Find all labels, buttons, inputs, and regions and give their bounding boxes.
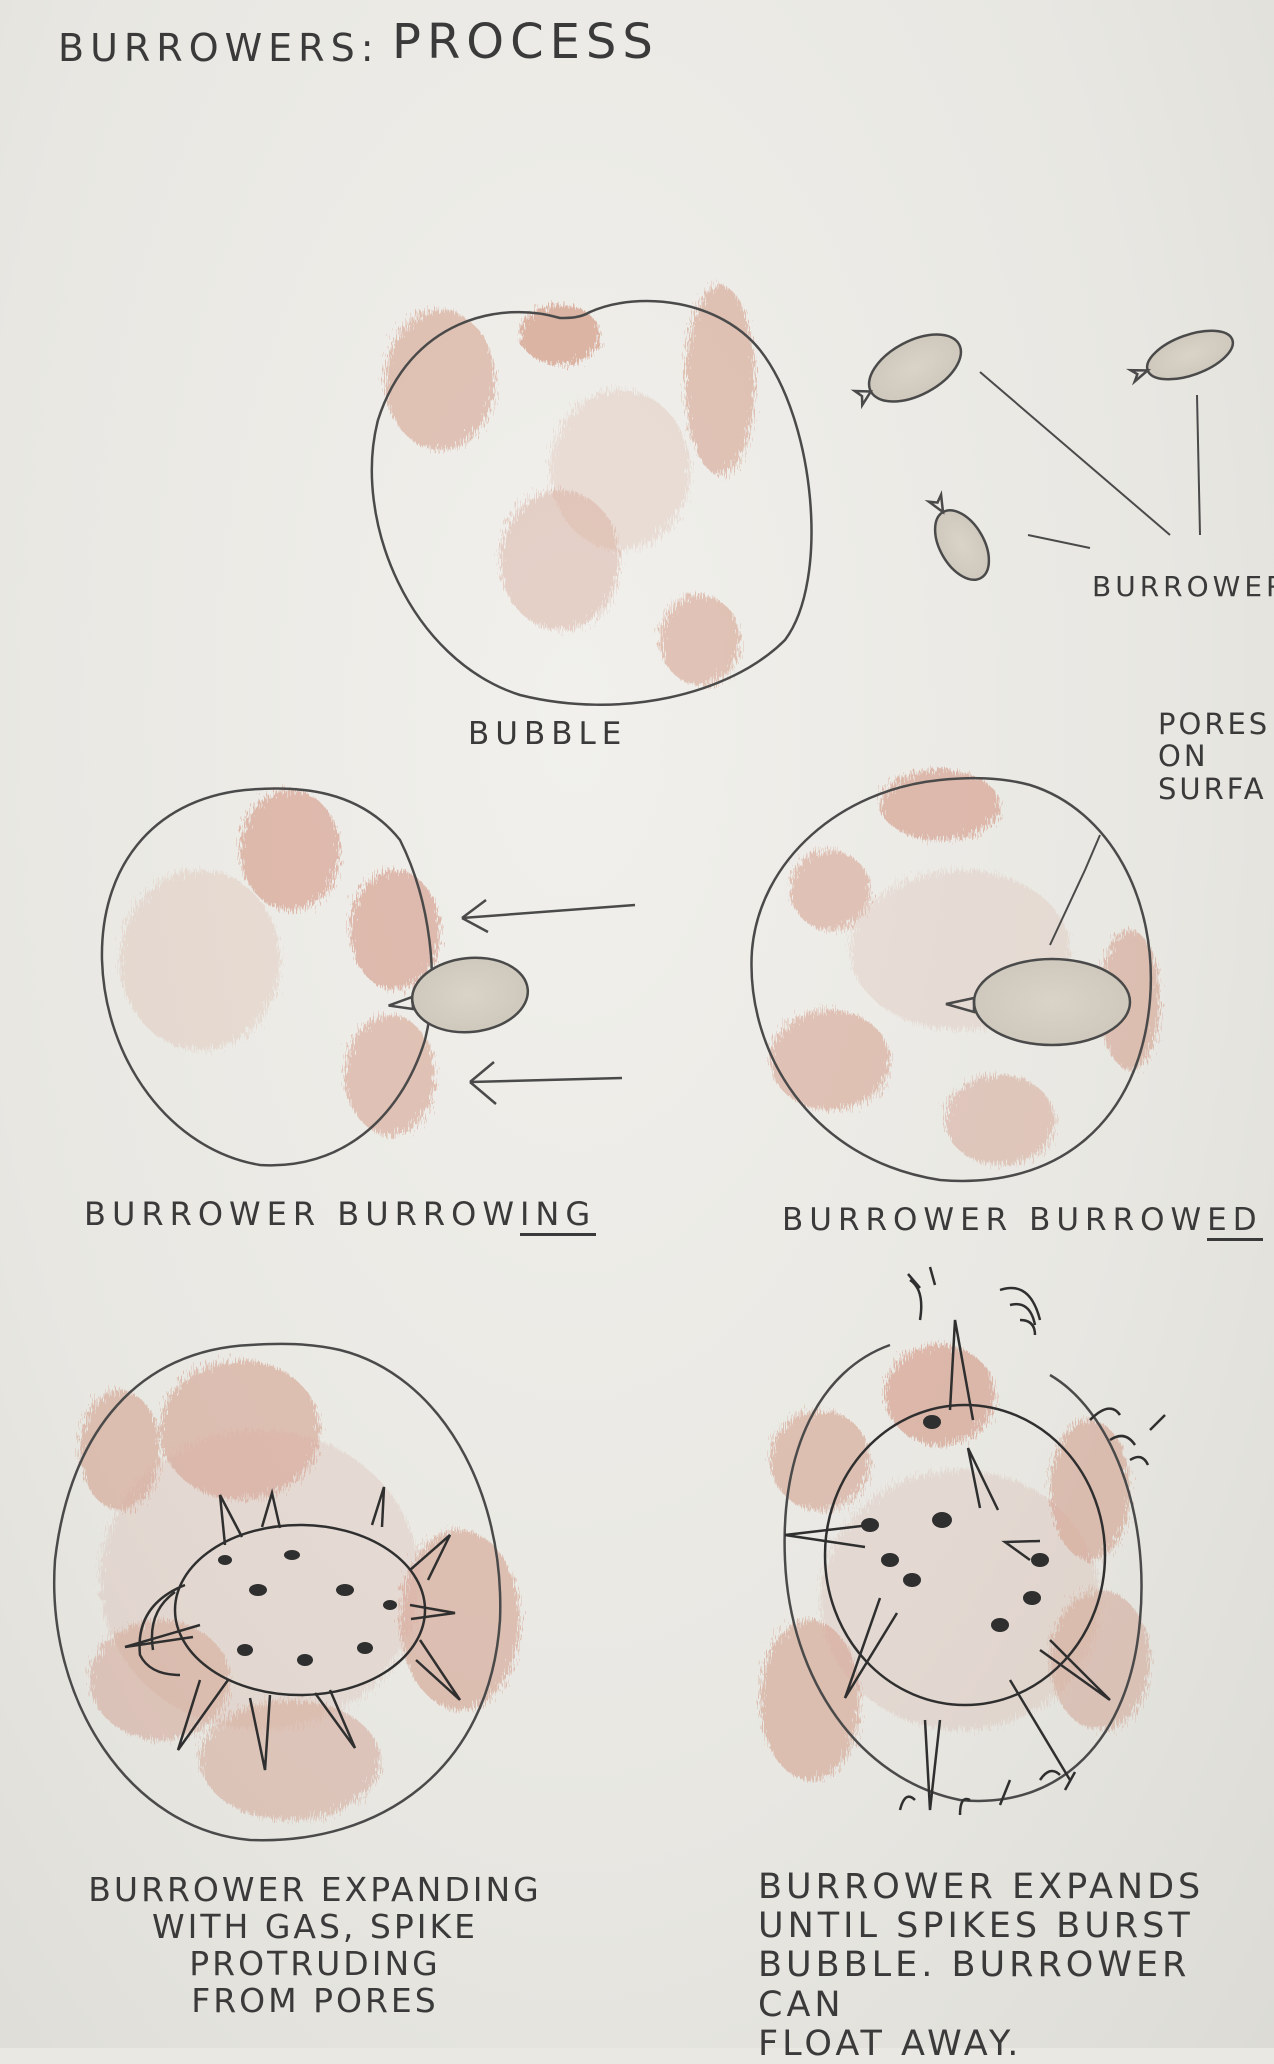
expanding-figure [52, 1342, 520, 1842]
bubble-outline [100, 787, 434, 1167]
diagram-title-process: PROCESS [392, 14, 659, 70]
expanding-label: BURROWER EXPANDING WITH GAS, SPIKE PROTR… [88, 1870, 542, 2020]
burrowed-label: BURROWER BURROWED [782, 1202, 1263, 1241]
pores-label: PORES ON SURFA [1158, 707, 1271, 806]
burrower-creature [388, 956, 530, 1034]
burrowers-legend [850, 329, 1235, 581]
burrowing-figure [100, 787, 636, 1167]
motion-arrow [469, 1061, 623, 1105]
motion-arrow [461, 899, 636, 934]
burrowers-label: BURROWERS [1092, 570, 1274, 603]
spiked-burrower [124, 1486, 462, 1771]
bubble-label: BUBBLE [468, 716, 628, 752]
burst-label: BURROWER EXPANDS UNTIL SPIKES BURST BUBB… [758, 1867, 1205, 2064]
burrower-creature [924, 490, 991, 581]
bubble-outline [783, 1343, 1143, 1803]
burrowed-figure [750, 770, 1160, 1183]
burrowing-label: BURROWER BURROWING [84, 1195, 597, 1236]
pointer-line [1049, 834, 1101, 946]
burrower-creature [850, 333, 963, 410]
spiked-burrower [784, 1266, 1166, 1816]
bubble-outline [52, 1342, 502, 1842]
bubble-outline [750, 776, 1153, 1183]
bubble-figure [370, 285, 813, 706]
burrower-creature [945, 957, 1132, 1047]
bubble-outline [370, 299, 813, 706]
diagram-title: BURROWERS: [58, 26, 380, 70]
burst-figure [760, 1266, 1166, 1816]
burrower-creature [1125, 329, 1235, 386]
